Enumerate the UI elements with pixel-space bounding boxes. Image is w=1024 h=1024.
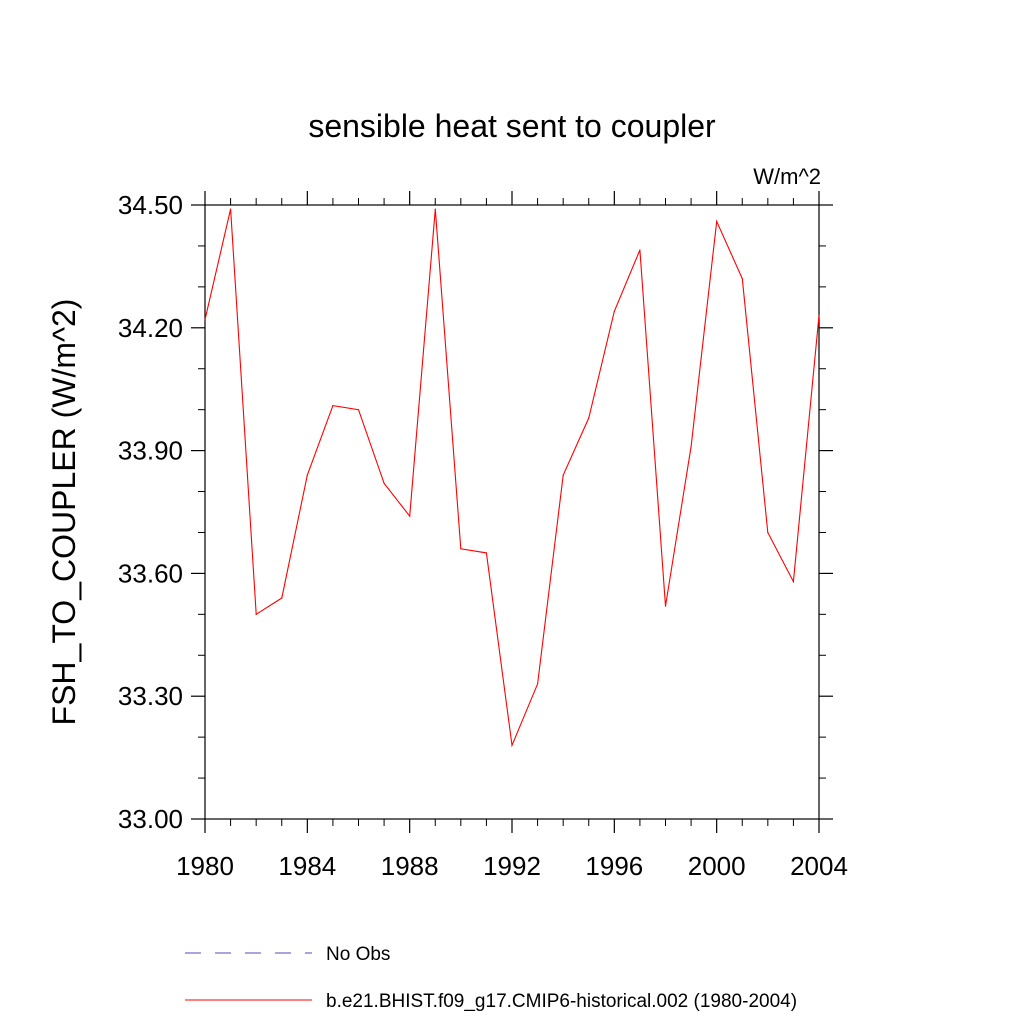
plot-frame	[204, 204, 820, 820]
y-tick-label: 34.20	[118, 313, 183, 343]
data-point	[306, 474, 308, 476]
axis-ticks: 1980 1984 1988 1992 1996 2000 2004 33.00 33.30 33…	[118, 190, 848, 881]
x-tick-label: 1992	[483, 851, 541, 881]
data-point	[511, 744, 513, 746]
chart-title: sensible heat sent to coupler	[308, 108, 716, 144]
legend-label: b.e21.BHIST.f09_g17.CMIP6-historical.002…	[326, 991, 797, 1012]
legend-label: No Obs	[326, 944, 390, 965]
x-tick-label: 1996	[585, 851, 643, 881]
x-tick-label: 2000	[688, 851, 746, 881]
data-point	[332, 404, 334, 407]
data-point	[792, 580, 795, 583]
series-line	[204, 208, 820, 748]
x-tick-label: 1988	[381, 851, 439, 881]
data-point	[460, 548, 462, 550]
data-point	[562, 474, 564, 476]
y-axis-label: FSH_TO_COUPLER (W/m^2)	[46, 299, 82, 726]
y-tick-label: 33.30	[118, 681, 183, 711]
data-point	[485, 552, 488, 554]
data-point	[255, 613, 257, 615]
plot-lines	[204, 208, 820, 748]
data-point	[204, 319, 206, 321]
x-tick-label: 1984	[278, 851, 336, 881]
data-point	[818, 314, 820, 317]
data-point	[357, 409, 360, 411]
data-point	[613, 310, 615, 313]
data-point	[536, 683, 539, 685]
y-tick-label: 34.50	[118, 190, 183, 220]
y-tick-label: 33.90	[118, 436, 183, 466]
data-point	[434, 208, 436, 210]
data-point	[741, 278, 743, 280]
data-point	[588, 417, 590, 419]
y-tick-label: 33.60	[118, 558, 183, 588]
data-point	[383, 482, 385, 484]
legend: No Obs b.e21.BHIST.f09_g17.CMIP6-historic…	[185, 944, 797, 1012]
data-point	[716, 220, 718, 222]
data-point	[409, 515, 411, 517]
data-point	[664, 605, 667, 607]
x-tick-label: 1980	[176, 851, 234, 881]
y-tick-label: 33.00	[118, 804, 183, 834]
data-point	[639, 249, 641, 251]
data-point	[229, 208, 232, 210]
data-point	[690, 445, 692, 448]
data-point	[767, 531, 769, 534]
units-label: W/m^2	[753, 164, 821, 189]
data-point	[281, 597, 283, 599]
x-tick-label: 2004	[790, 851, 848, 881]
